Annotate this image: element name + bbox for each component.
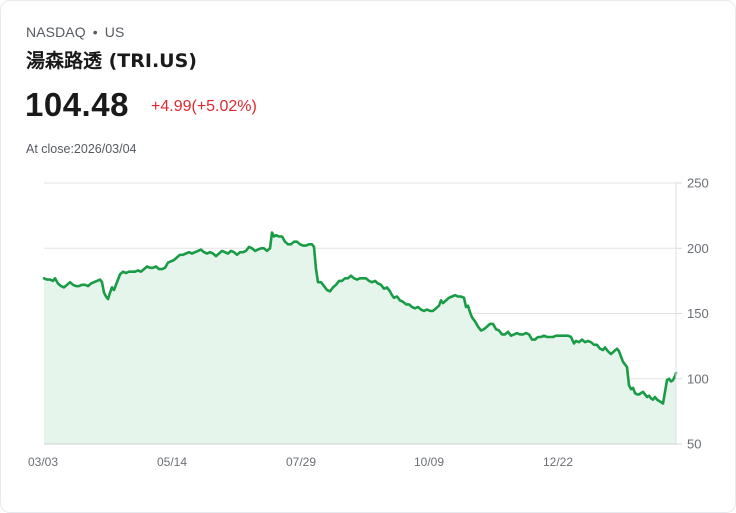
price-area-fill xyxy=(44,232,676,444)
price-change: +4.99(+5.02%) xyxy=(151,98,257,115)
price-chart[interactable]: 250 200 150 100 50 03/03 05/14 07/29 10/09 12/22 xyxy=(1,161,736,481)
y-tick-label: 250 xyxy=(687,176,709,191)
y-tick-label: 50 xyxy=(687,437,701,452)
y-tick-label: 200 xyxy=(687,241,709,256)
exchange-info: NASDAQ • US xyxy=(26,24,124,40)
x-tick-label: 12/22 xyxy=(543,455,573,469)
stock-title: 湯森路透 (TRI.US) xyxy=(26,50,197,72)
y-tick-label: 150 xyxy=(687,306,709,321)
exchange-name: NASDAQ xyxy=(26,24,86,40)
market-name: US xyxy=(104,24,125,40)
x-tick-label: 07/29 xyxy=(286,455,316,469)
x-tick-label: 03/03 xyxy=(28,455,58,469)
x-tick-label: 10/09 xyxy=(414,455,444,469)
close-timestamp: At close:2026/03/04 xyxy=(26,142,137,156)
x-axis-ticks: 03/03 05/14 07/29 10/09 12/22 xyxy=(28,455,573,469)
price-line xyxy=(42,231,678,405)
separator-dot: • xyxy=(92,24,98,40)
y-axis-ticks: 250 200 150 100 50 xyxy=(676,176,709,452)
x-tick-label: 05/14 xyxy=(157,455,187,469)
y-tick-label: 100 xyxy=(687,371,709,386)
current-price: 104.48 xyxy=(25,86,129,123)
